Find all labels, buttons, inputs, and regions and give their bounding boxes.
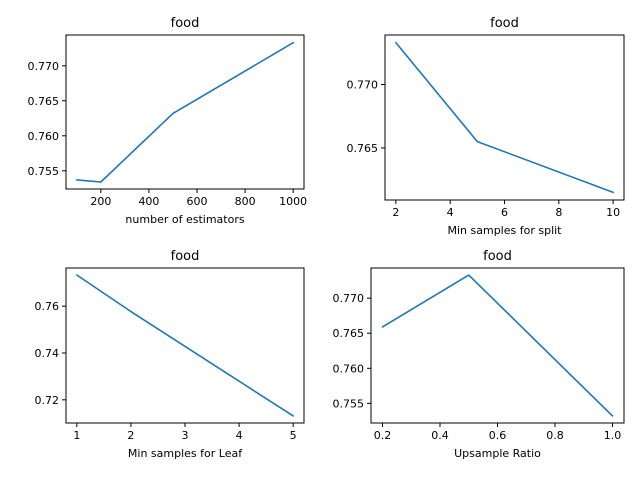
axes-frame <box>370 267 625 424</box>
x-tick-label: 800 <box>235 195 256 208</box>
subplot-title: food <box>490 16 519 31</box>
series-line <box>76 41 294 183</box>
x-tick-label: 4 <box>447 206 454 219</box>
subplot-title: food <box>483 249 512 264</box>
subplot-2: food 2 4 6 8 10 0.765 0.770 Min samples for spli… <box>347 16 625 237</box>
subplot-title: food <box>171 249 200 264</box>
series-line <box>76 274 294 417</box>
x-tick-label: 8 <box>555 206 562 219</box>
y-tick-label: 0.755 <box>28 165 60 178</box>
y-tick-label: 0.72 <box>35 394 60 407</box>
x-tick-label: 4 <box>236 429 243 442</box>
axes-frame <box>384 34 625 201</box>
x-axis-label: Min samples for split <box>448 224 563 237</box>
x-tick-label: 1 <box>73 429 80 442</box>
x-axis-label: Upsample Ratio <box>454 447 541 460</box>
x-tick-label: 6 <box>501 206 508 219</box>
x-tick-label: 10 <box>606 206 620 219</box>
x-tick-label: 2 <box>127 429 134 442</box>
x-tick-label: 200 <box>90 195 111 208</box>
x-axis-label: number of estimators <box>125 213 244 226</box>
x-tick-label: 0.2 <box>374 429 392 442</box>
x-tick-label: 600 <box>187 195 208 208</box>
series-line <box>381 274 614 417</box>
subplot-3: food 1 2 3 4 5 0.72 0.74 0.76 Min samples for Lea… <box>35 249 305 460</box>
x-tick-label: 0.6 <box>489 429 507 442</box>
x-tick-label: 400 <box>138 195 159 208</box>
x-tick-label: 0.8 <box>546 429 564 442</box>
x-tick-label: 2 <box>392 206 399 219</box>
subplot-1: food 200 400 600 800 1000 0.755 0.760 0.765 0.770… <box>28 16 308 226</box>
y-tick-label: 0.770 <box>347 79 379 92</box>
y-tick-label: 0.765 <box>28 95 60 108</box>
x-axis-label: Min samples for Leaf <box>128 447 243 460</box>
x-tick-label: 5 <box>290 429 297 442</box>
axes-frame <box>65 34 305 190</box>
series-line <box>395 41 614 194</box>
y-tick-label: 0.755 <box>333 397 365 410</box>
y-tick-label: 0.765 <box>347 142 379 155</box>
y-tick-label: 0.74 <box>35 347 60 360</box>
x-tick-label: 3 <box>182 429 189 442</box>
y-tick-label: 0.76 <box>35 300 60 313</box>
x-tick-label: 0.4 <box>431 429 449 442</box>
x-tick-label: 1000 <box>279 195 307 208</box>
subplot-4: food 0.2 0.4 0.6 0.8 1.0 0.755 0.760 0.765 0.770 U… <box>333 249 625 460</box>
x-tick-label: 1.0 <box>604 429 622 442</box>
subplot-title: food <box>171 16 200 31</box>
y-tick-label: 0.770 <box>28 60 60 73</box>
y-tick-label: 0.770 <box>333 292 365 305</box>
y-tick-label: 0.760 <box>333 362 365 375</box>
y-tick-label: 0.760 <box>28 130 60 143</box>
y-tick-label: 0.765 <box>333 327 365 340</box>
